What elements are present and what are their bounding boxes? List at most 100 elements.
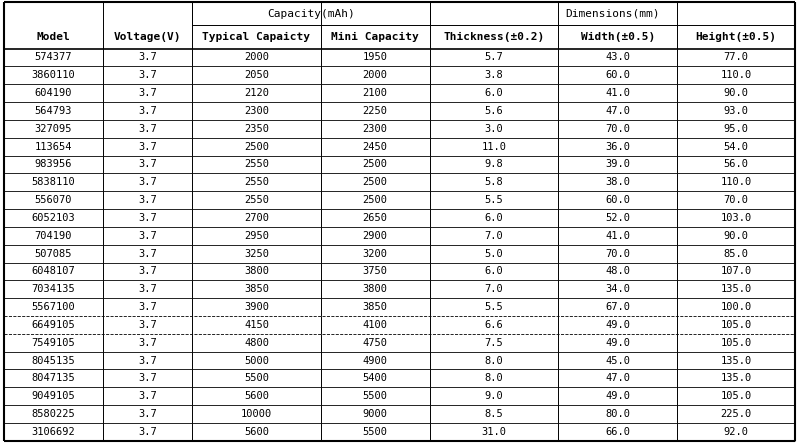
Text: 3800: 3800 bbox=[363, 284, 388, 294]
Text: 9.0: 9.0 bbox=[485, 391, 503, 401]
Text: 10000: 10000 bbox=[240, 409, 272, 419]
Text: 3800: 3800 bbox=[244, 266, 269, 276]
Text: 3250: 3250 bbox=[244, 249, 269, 259]
Text: 9.8: 9.8 bbox=[485, 159, 503, 170]
Text: 3850: 3850 bbox=[244, 284, 269, 294]
Text: 5600: 5600 bbox=[244, 427, 269, 437]
Text: 3.7: 3.7 bbox=[138, 177, 157, 187]
Text: Height(±0.5): Height(±0.5) bbox=[696, 32, 777, 42]
Text: 3.7: 3.7 bbox=[138, 373, 157, 383]
Text: 3.0: 3.0 bbox=[485, 124, 503, 134]
Text: 5.0: 5.0 bbox=[485, 249, 503, 259]
Text: 3.7: 3.7 bbox=[138, 52, 157, 62]
Text: 2300: 2300 bbox=[244, 106, 269, 116]
Text: 4750: 4750 bbox=[363, 338, 388, 348]
Text: 90.0: 90.0 bbox=[724, 88, 749, 98]
Text: 2500: 2500 bbox=[363, 159, 388, 170]
Text: 2120: 2120 bbox=[244, 88, 269, 98]
Text: 3.7: 3.7 bbox=[138, 391, 157, 401]
Text: 70.0: 70.0 bbox=[606, 249, 630, 259]
Text: 5500: 5500 bbox=[363, 427, 388, 437]
Text: Capacity(mAh): Capacity(mAh) bbox=[267, 9, 355, 19]
Text: 103.0: 103.0 bbox=[721, 213, 752, 223]
Text: 8045135: 8045135 bbox=[32, 356, 75, 365]
Text: Mini Capacity: Mini Capacity bbox=[332, 32, 419, 42]
Text: 2450: 2450 bbox=[363, 142, 388, 152]
Text: 41.0: 41.0 bbox=[606, 88, 630, 98]
Text: 5567100: 5567100 bbox=[32, 302, 75, 312]
Text: 80.0: 80.0 bbox=[606, 409, 630, 419]
Text: 3860110: 3860110 bbox=[32, 70, 75, 80]
Text: 2300: 2300 bbox=[363, 124, 388, 134]
Text: 5838110: 5838110 bbox=[32, 177, 75, 187]
Text: Voltage(V): Voltage(V) bbox=[113, 32, 181, 42]
Text: 3750: 3750 bbox=[363, 266, 388, 276]
Text: 327095: 327095 bbox=[34, 124, 72, 134]
Text: 507085: 507085 bbox=[34, 249, 72, 259]
Text: 135.0: 135.0 bbox=[721, 284, 752, 294]
Text: 48.0: 48.0 bbox=[606, 266, 630, 276]
Text: 105.0: 105.0 bbox=[721, 320, 752, 330]
Text: 2550: 2550 bbox=[244, 177, 269, 187]
Text: 105.0: 105.0 bbox=[721, 338, 752, 348]
Text: 110.0: 110.0 bbox=[721, 177, 752, 187]
Text: 9049105: 9049105 bbox=[32, 391, 75, 401]
Text: 3.7: 3.7 bbox=[138, 106, 157, 116]
Text: 49.0: 49.0 bbox=[606, 338, 630, 348]
Text: 6649105: 6649105 bbox=[32, 320, 75, 330]
Text: 2050: 2050 bbox=[244, 70, 269, 80]
Text: 225.0: 225.0 bbox=[721, 409, 752, 419]
Text: 66.0: 66.0 bbox=[606, 427, 630, 437]
Text: Model: Model bbox=[37, 32, 70, 42]
Text: 100.0: 100.0 bbox=[721, 302, 752, 312]
Text: 113654: 113654 bbox=[34, 142, 72, 152]
Text: 3.7: 3.7 bbox=[138, 338, 157, 348]
Text: 8047135: 8047135 bbox=[32, 373, 75, 383]
Text: 6.0: 6.0 bbox=[485, 213, 503, 223]
Text: Width(±0.5): Width(±0.5) bbox=[581, 32, 655, 42]
Text: 70.0: 70.0 bbox=[606, 124, 630, 134]
Text: 6.0: 6.0 bbox=[485, 88, 503, 98]
Text: 5.5: 5.5 bbox=[485, 302, 503, 312]
Text: 5.5: 5.5 bbox=[485, 195, 503, 205]
Text: 8580225: 8580225 bbox=[32, 409, 75, 419]
Text: 6.0: 6.0 bbox=[485, 266, 503, 276]
Text: 70.0: 70.0 bbox=[724, 195, 749, 205]
Text: 2000: 2000 bbox=[244, 52, 269, 62]
Text: 5000: 5000 bbox=[244, 356, 269, 365]
Text: 3.7: 3.7 bbox=[138, 88, 157, 98]
Text: 105.0: 105.0 bbox=[721, 391, 752, 401]
Text: 2500: 2500 bbox=[244, 142, 269, 152]
Text: 3106692: 3106692 bbox=[32, 427, 75, 437]
Text: 54.0: 54.0 bbox=[724, 142, 749, 152]
Text: 3.7: 3.7 bbox=[138, 320, 157, 330]
Text: 4150: 4150 bbox=[244, 320, 269, 330]
Text: 3.8: 3.8 bbox=[485, 70, 503, 80]
Text: 7034135: 7034135 bbox=[32, 284, 75, 294]
Text: 574377: 574377 bbox=[34, 52, 72, 62]
Text: 2100: 2100 bbox=[363, 88, 388, 98]
Text: 43.0: 43.0 bbox=[606, 52, 630, 62]
Text: Thickness(±0.2): Thickness(±0.2) bbox=[443, 32, 545, 42]
Text: 3.7: 3.7 bbox=[138, 159, 157, 170]
Text: 5.8: 5.8 bbox=[485, 177, 503, 187]
Text: 6.6: 6.6 bbox=[485, 320, 503, 330]
Text: 93.0: 93.0 bbox=[724, 106, 749, 116]
Text: Typical Capaicty: Typical Capaicty bbox=[202, 32, 311, 42]
Text: 3900: 3900 bbox=[244, 302, 269, 312]
Text: 2550: 2550 bbox=[244, 195, 269, 205]
Text: 3.7: 3.7 bbox=[138, 302, 157, 312]
Text: 90.0: 90.0 bbox=[724, 231, 749, 241]
Text: 7549105: 7549105 bbox=[32, 338, 75, 348]
Text: 47.0: 47.0 bbox=[606, 373, 630, 383]
Text: 3.7: 3.7 bbox=[138, 356, 157, 365]
Text: 5.6: 5.6 bbox=[485, 106, 503, 116]
Text: 2000: 2000 bbox=[363, 70, 388, 80]
Text: 60.0: 60.0 bbox=[606, 70, 630, 80]
Text: 49.0: 49.0 bbox=[606, 320, 630, 330]
Text: 38.0: 38.0 bbox=[606, 177, 630, 187]
Text: 3.7: 3.7 bbox=[138, 249, 157, 259]
Text: 564793: 564793 bbox=[34, 106, 72, 116]
Text: 7.0: 7.0 bbox=[485, 231, 503, 241]
Text: 4900: 4900 bbox=[363, 356, 388, 365]
